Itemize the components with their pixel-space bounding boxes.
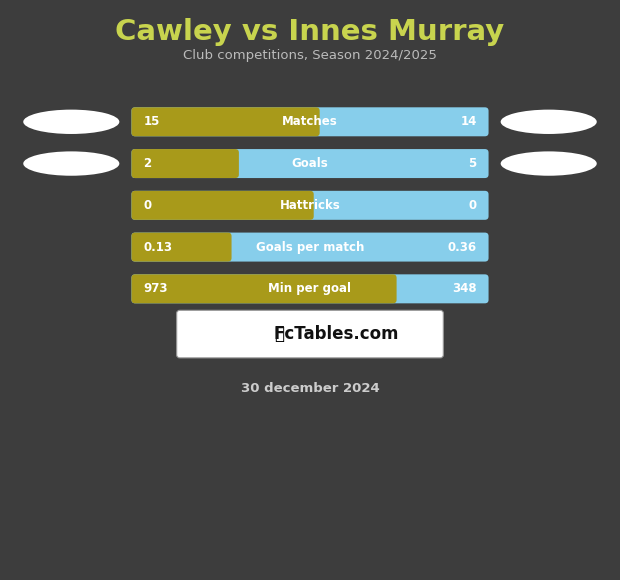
FancyBboxPatch shape	[131, 191, 314, 220]
Text: Goals: Goals	[291, 157, 329, 170]
Text: 2: 2	[143, 157, 151, 170]
Text: 14: 14	[461, 115, 477, 128]
FancyBboxPatch shape	[131, 233, 231, 262]
FancyBboxPatch shape	[131, 233, 489, 262]
Text: Hattricks: Hattricks	[280, 199, 340, 212]
FancyBboxPatch shape	[131, 149, 239, 178]
FancyBboxPatch shape	[131, 149, 489, 178]
Text: Min per goal: Min per goal	[268, 282, 352, 295]
Ellipse shape	[501, 110, 596, 134]
Text: FcTables.com: FcTables.com	[273, 325, 399, 343]
Text: Cawley vs Innes Murray: Cawley vs Innes Murray	[115, 18, 505, 46]
FancyBboxPatch shape	[131, 274, 397, 303]
Text: 973: 973	[143, 282, 168, 295]
FancyBboxPatch shape	[131, 191, 489, 220]
Text: 0: 0	[469, 199, 477, 212]
Ellipse shape	[501, 151, 596, 176]
Text: 0.13: 0.13	[143, 241, 172, 253]
FancyBboxPatch shape	[177, 310, 443, 358]
Text: Club competitions, Season 2024/2025: Club competitions, Season 2024/2025	[183, 49, 437, 61]
Text: 0.36: 0.36	[448, 241, 477, 253]
Text: 0: 0	[143, 199, 151, 212]
FancyBboxPatch shape	[131, 107, 489, 136]
Ellipse shape	[24, 151, 120, 176]
FancyBboxPatch shape	[131, 274, 489, 303]
Text: 30 december 2024: 30 december 2024	[241, 382, 379, 395]
Text: 15: 15	[143, 115, 159, 128]
Text: 📊: 📊	[274, 325, 284, 343]
Text: Matches: Matches	[282, 115, 338, 128]
Text: 5: 5	[469, 157, 477, 170]
FancyBboxPatch shape	[131, 107, 320, 136]
Text: 348: 348	[452, 282, 477, 295]
Text: Goals per match: Goals per match	[256, 241, 364, 253]
Ellipse shape	[24, 110, 120, 134]
